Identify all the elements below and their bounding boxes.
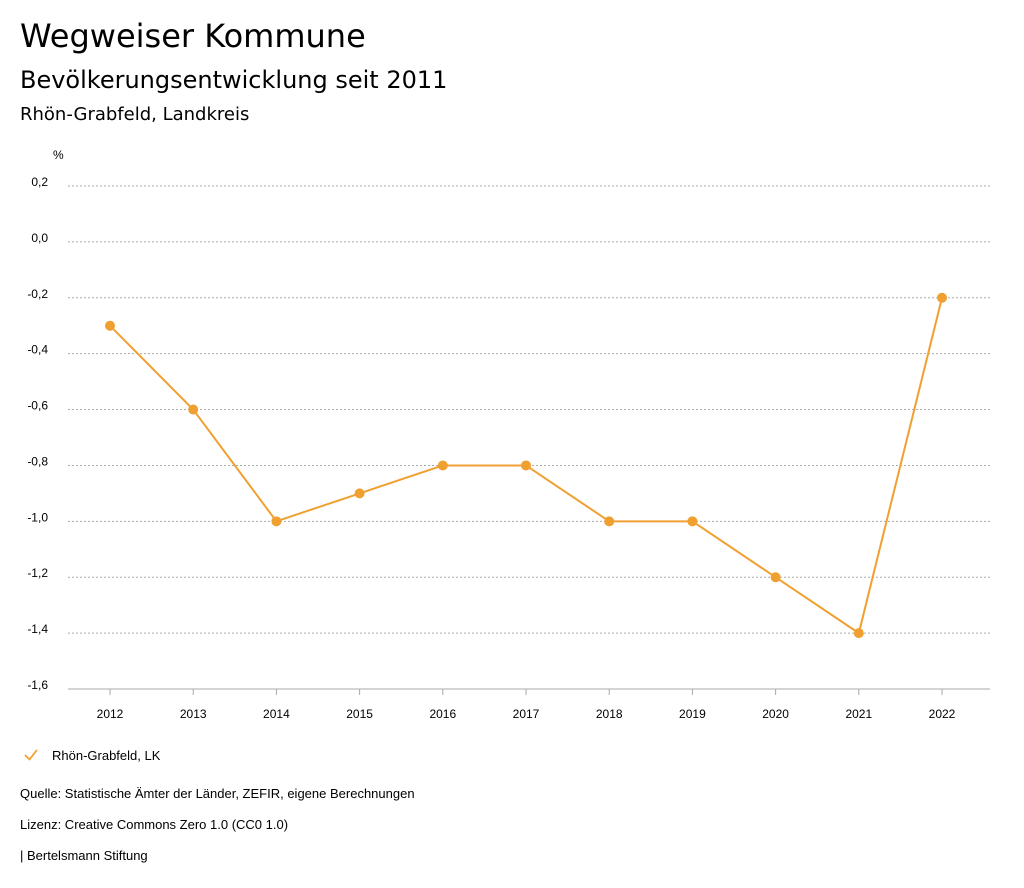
- y-tick-label: -1,4: [27, 622, 48, 636]
- data-point: [188, 404, 199, 415]
- x-tick-label: 2012: [97, 707, 124, 721]
- x-tick-label: 2017: [513, 707, 540, 721]
- y-tick-label: -0,6: [27, 399, 48, 413]
- checkmark-icon: [24, 749, 38, 761]
- x-tick-label: 2016: [429, 707, 456, 721]
- data-point: [853, 628, 864, 639]
- y-unit-label: %: [53, 148, 64, 162]
- y-tick-label: 0,0: [31, 231, 48, 245]
- x-tick-label: 2020: [762, 707, 789, 721]
- x-tick-label: 2018: [596, 707, 623, 721]
- x-tick-label: 2021: [845, 707, 872, 721]
- data-point: [271, 516, 282, 527]
- x-tick-label: 2014: [263, 707, 290, 721]
- region-label: Rhön-Grabfeld, Landkreis: [20, 104, 250, 125]
- data-point: [687, 516, 698, 527]
- y-tick-label: -1,2: [27, 566, 48, 580]
- x-tick-label: 2013: [180, 707, 207, 721]
- y-tick-label: 0,2: [31, 175, 48, 189]
- data-point: [437, 460, 448, 471]
- x-tick-label: 2022: [929, 707, 956, 721]
- chart-subtitle: Bevölkerungsentwicklung seit 2011: [20, 66, 448, 94]
- y-tick-label: -0,8: [27, 454, 48, 468]
- data-point: [770, 572, 781, 583]
- line-chart: % 0,2 0,0 -0,2 -0,4 -0,6 -0,8 -1,0 -1,2 -1,4 -1,6 2…: [27, 148, 990, 721]
- y-tick-label: -1,0: [27, 510, 48, 524]
- legend-label: Rhön-Grabfeld, LK: [52, 747, 161, 763]
- legend[interactable]: Rhön-Grabfeld, LK: [20, 744, 160, 766]
- y-tick-label: -1,6: [27, 678, 48, 692]
- source-note: Quelle: Statistische Ämter der Länder, Z…: [20, 786, 415, 801]
- x-tick-label: 2019: [679, 707, 706, 721]
- data-point: [937, 292, 947, 303]
- license-note: Lizenz: Creative Commons Zero 1.0 (CC0 1…: [20, 817, 289, 832]
- data-point: [354, 488, 365, 499]
- data-point: [105, 320, 115, 331]
- data-point: [521, 460, 531, 471]
- data-point: [604, 516, 615, 527]
- publisher-note: | Bertelsmann Stiftung: [20, 848, 148, 863]
- y-tick-label: -0,2: [27, 287, 48, 301]
- y-tick-label: -0,4: [27, 343, 48, 357]
- page-title: Wegweiser Kommune: [20, 17, 366, 55]
- x-tick-label: 2015: [346, 707, 373, 721]
